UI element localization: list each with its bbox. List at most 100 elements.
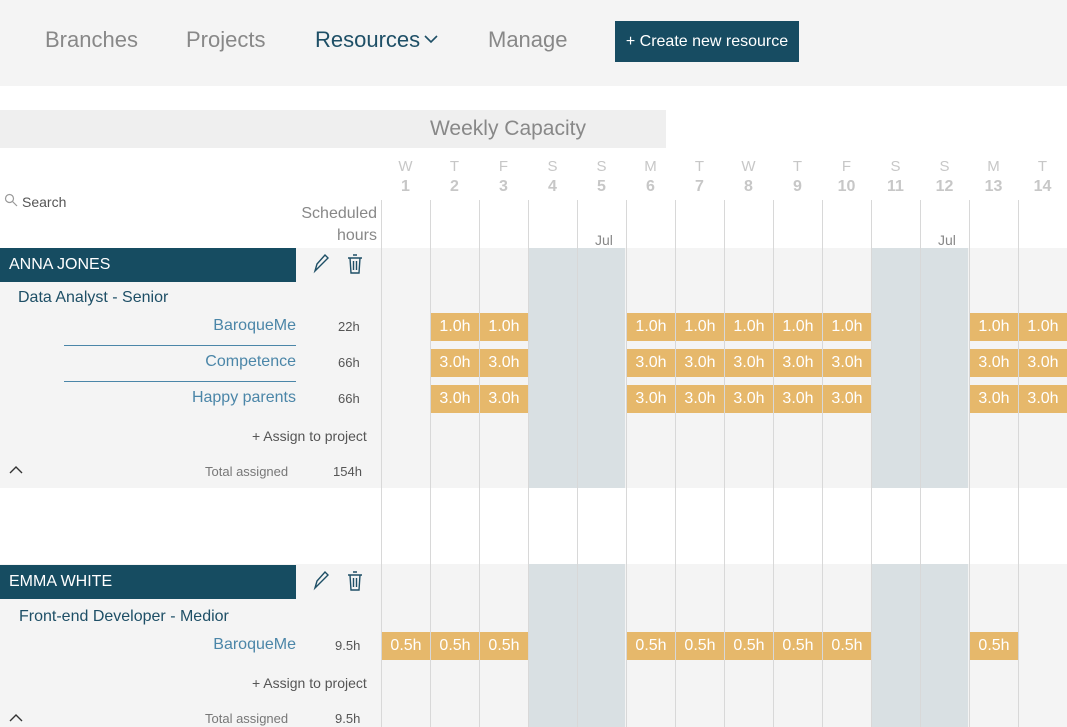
day-divider — [528, 200, 529, 727]
allocation-cell[interactable]: 0.5h — [774, 632, 822, 660]
day-header: S 11 — [871, 157, 920, 197]
nav-projects[interactable]: Projects — [186, 27, 266, 52]
nav-branches[interactable]: Branches — [45, 27, 138, 52]
allocation-cell[interactable]: 0.5h — [823, 632, 871, 660]
project-link[interactable]: BaroqueMe — [213, 317, 296, 334]
edit-icon[interactable] — [311, 253, 331, 275]
allocation-cell[interactable]: 1.0h — [627, 313, 675, 341]
trash-icon[interactable] — [345, 253, 365, 275]
allocation-cell[interactable]: 3.0h — [1019, 349, 1067, 377]
day-header: M 13 — [969, 157, 1018, 197]
month-label: Jul — [938, 232, 956, 248]
allocation-cell[interactable]: 3.0h — [431, 349, 479, 377]
search-input[interactable] — [22, 190, 282, 214]
day-header: S 12 — [920, 157, 969, 197]
resource-role: Front-end Developer - Medior — [19, 608, 229, 625]
chevron-down-icon[interactable] — [422, 30, 440, 48]
allocation-cell[interactable]: 3.0h — [431, 385, 479, 413]
scheduled-header-line1: Scheduled — [301, 205, 377, 222]
allocation-cell[interactable]: 1.0h — [431, 313, 479, 341]
chevron-up-icon[interactable] — [8, 465, 24, 475]
project-hours: 9.5h — [335, 638, 361, 653]
nav-manage[interactable]: Manage — [488, 27, 568, 52]
allocation-cell[interactable]: 3.0h — [823, 349, 871, 377]
allocation-cell[interactable]: 3.0h — [725, 349, 773, 377]
allocation-cell[interactable]: 0.5h — [627, 632, 675, 660]
weekend-shade — [871, 248, 968, 488]
allocation-cell[interactable]: 0.5h — [676, 632, 724, 660]
allocation-cell[interactable]: 3.0h — [676, 385, 724, 413]
total-assigned-label: Total assigned — [205, 464, 289, 479]
weekly-capacity-title: Weekly Capacity — [429, 117, 586, 140]
chevron-up-icon[interactable] — [8, 713, 24, 723]
allocation-cell[interactable]: 1.0h — [480, 313, 528, 341]
allocation-cell[interactable]: 3.0h — [970, 385, 1018, 413]
allocation-cell[interactable]: 3.0h — [774, 385, 822, 413]
allocation-cell[interactable]: 3.0h — [774, 349, 822, 377]
assign-to-project-link[interactable]: + Assign to project — [252, 675, 367, 691]
allocation-cell[interactable]: 1.0h — [823, 313, 871, 341]
project-link[interactable]: Happy parents — [191, 389, 296, 406]
day-number: 7 — [695, 178, 704, 195]
resource-header: EMMA WHITE — [0, 565, 296, 599]
day-header: F 10 — [822, 157, 871, 197]
day-divider — [479, 200, 480, 727]
allocation-cell[interactable]: 0.5h — [725, 632, 773, 660]
day-number: 3 — [499, 178, 508, 195]
day-of-week: S — [890, 158, 901, 175]
day-number: 4 — [548, 178, 557, 195]
allocation-cell[interactable]: 1.0h — [970, 313, 1018, 341]
day-number: 6 — [646, 178, 655, 195]
day-number: 14 — [1033, 178, 1052, 195]
edit-icon[interactable] — [311, 570, 331, 592]
allocation-cell[interactable]: 0.5h — [431, 632, 479, 660]
day-number: 13 — [984, 178, 1003, 195]
project-hours: 66h — [338, 391, 360, 406]
create-resource-button[interactable]: + Create new resource — [615, 21, 799, 62]
weekend-shade — [528, 248, 625, 488]
day-grid: W 1 T 2 F 3 S 4 S 5 M 6 T 7 W 8 T 9 F 10 S 11 S 12 M 13 T 14 Jul Jul — [381, 152, 1067, 727]
allocation-cell[interactable]: 1.0h — [725, 313, 773, 341]
allocation-cell[interactable]: 3.0h — [480, 385, 528, 413]
trash-icon[interactable] — [345, 570, 365, 592]
allocation-cell[interactable]: 3.0h — [480, 349, 528, 377]
day-of-week: T — [449, 158, 460, 175]
allocation-cell[interactable]: 1.0h — [774, 313, 822, 341]
weekend-shade — [528, 564, 625, 727]
resource-header: ANNA JONES — [0, 248, 296, 282]
allocation-cell[interactable]: 0.5h — [970, 632, 1018, 660]
allocation-cell[interactable]: 1.0h — [1019, 313, 1067, 341]
allocation-cell[interactable]: 3.0h — [627, 349, 675, 377]
day-divider — [920, 200, 921, 727]
day-divider — [871, 200, 872, 727]
day-of-week: M — [987, 158, 1000, 175]
day-of-week: T — [792, 158, 803, 175]
allocation-cell[interactable]: 0.5h — [382, 632, 430, 660]
day-header: T 14 — [1018, 157, 1067, 197]
allocation-cell[interactable]: 3.0h — [970, 349, 1018, 377]
allocation-cell[interactable]: 3.0h — [676, 349, 724, 377]
day-number: 11 — [887, 178, 904, 195]
allocation-cell[interactable]: 3.0h — [823, 385, 871, 413]
day-of-week: S — [547, 158, 558, 175]
day-number: 12 — [935, 178, 954, 195]
allocation-cell[interactable]: 3.0h — [725, 385, 773, 413]
day-divider — [969, 200, 970, 727]
allocation-cell[interactable]: 0.5h — [480, 632, 528, 660]
assign-to-project-link[interactable]: + Assign to project — [252, 428, 367, 444]
day-number: 9 — [793, 178, 802, 195]
weekend-shade — [871, 564, 968, 727]
nav-resources[interactable]: Resources — [315, 27, 421, 52]
allocation-cell[interactable]: 3.0h — [627, 385, 675, 413]
allocation-cell[interactable]: 3.0h — [1019, 385, 1067, 413]
day-number: 5 — [597, 178, 606, 195]
project-link[interactable]: BaroqueMe — [213, 636, 296, 653]
day-divider — [381, 200, 382, 727]
project-link[interactable]: Competence — [205, 353, 296, 370]
allocation-cell[interactable]: 1.0h — [676, 313, 724, 341]
